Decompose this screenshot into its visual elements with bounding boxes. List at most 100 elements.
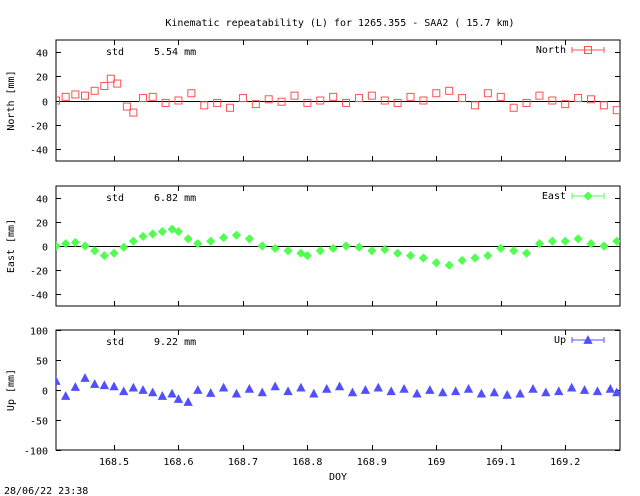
data-point (509, 103, 518, 112)
data-point (470, 101, 479, 110)
y-tick-label: 100 (30, 327, 48, 338)
data-point (80, 241, 90, 251)
legend-label: Up (554, 335, 566, 346)
data-point (99, 251, 109, 261)
data-point (173, 394, 184, 403)
data-point (476, 388, 487, 398)
data-point (148, 229, 158, 239)
data-point (566, 382, 577, 392)
x-tick-label: 169 (427, 457, 445, 468)
data-point (445, 86, 454, 95)
data-point (431, 258, 441, 268)
data-point (257, 387, 267, 397)
data-point (419, 96, 428, 105)
data-point (244, 383, 255, 393)
plot-frame (55, 39, 621, 162)
data-point (296, 382, 306, 392)
data-point (444, 260, 454, 270)
legend-marker (583, 335, 593, 344)
data-point (406, 92, 415, 101)
data-point (251, 100, 260, 109)
data-point (367, 91, 376, 100)
data-point (71, 90, 80, 99)
data-point (458, 94, 467, 103)
data-point (528, 383, 538, 393)
y-axis-label: East [mm] (6, 219, 17, 273)
data-point (579, 385, 590, 394)
data-point (283, 246, 293, 256)
data-point (489, 387, 499, 397)
x-tick-label: 168.7 (228, 457, 258, 468)
data-point (148, 92, 157, 101)
data-point (561, 100, 570, 109)
data-point (586, 239, 596, 249)
x-tick-label: 168.9 (357, 457, 387, 468)
data-point (148, 387, 158, 397)
data-point (70, 382, 81, 391)
legend-marker (583, 191, 593, 201)
data-point (277, 97, 286, 106)
data-point (173, 227, 184, 237)
data-point (61, 391, 71, 400)
data-point (264, 95, 273, 104)
data-point (56, 96, 60, 105)
data-point (231, 230, 242, 240)
data-point (80, 373, 90, 382)
data-point (496, 243, 506, 253)
data-point (183, 234, 193, 244)
data-point (56, 241, 61, 251)
data-point (522, 98, 531, 107)
data-point (322, 383, 332, 393)
data-point (535, 91, 544, 100)
y-tick-label: -40 (30, 291, 48, 302)
figure-title: Kinematic repeatability (L) for 1265.355… (165, 18, 514, 29)
data-point (548, 96, 557, 105)
data-point (138, 231, 148, 241)
data-point (573, 234, 583, 244)
x-tick-label: 169.1 (486, 457, 516, 468)
data-point (244, 234, 254, 244)
data-point (612, 236, 620, 246)
y-tick-label: 40 (36, 195, 48, 206)
y-axis-label: Up [mm] (6, 369, 17, 411)
data-point (425, 385, 435, 394)
data-point (213, 98, 222, 107)
data-point (128, 236, 138, 246)
data-point (283, 386, 293, 396)
data-point (354, 94, 363, 103)
data-point (463, 383, 474, 393)
legend-marker (584, 46, 592, 54)
data-point (360, 385, 371, 394)
data-point (612, 387, 620, 397)
data-points-north (56, 74, 620, 117)
data-point (90, 379, 100, 388)
data-point (270, 243, 280, 253)
data-point (483, 89, 492, 98)
data-point (405, 251, 416, 261)
data-point (167, 224, 177, 234)
data-point (193, 239, 203, 249)
data-point (560, 236, 570, 246)
data-point (61, 239, 71, 249)
data-point (90, 246, 100, 256)
data-point (418, 253, 428, 263)
data-point (534, 239, 544, 249)
data-point (515, 388, 525, 398)
timestamp: 28/06/22 23:38 (4, 486, 88, 496)
data-point (70, 237, 80, 247)
data-point (450, 386, 461, 396)
std-label: std (106, 47, 124, 58)
data-point (290, 91, 299, 100)
data-point (56, 376, 61, 385)
std-label: std (106, 193, 124, 204)
data-point (81, 91, 90, 100)
data-point (541, 387, 551, 397)
std-value: 5.54 mm (154, 47, 196, 58)
data-point (347, 387, 358, 397)
data-point (167, 388, 177, 398)
data-point (257, 241, 267, 251)
data-point (367, 246, 377, 256)
data-point (139, 94, 148, 103)
